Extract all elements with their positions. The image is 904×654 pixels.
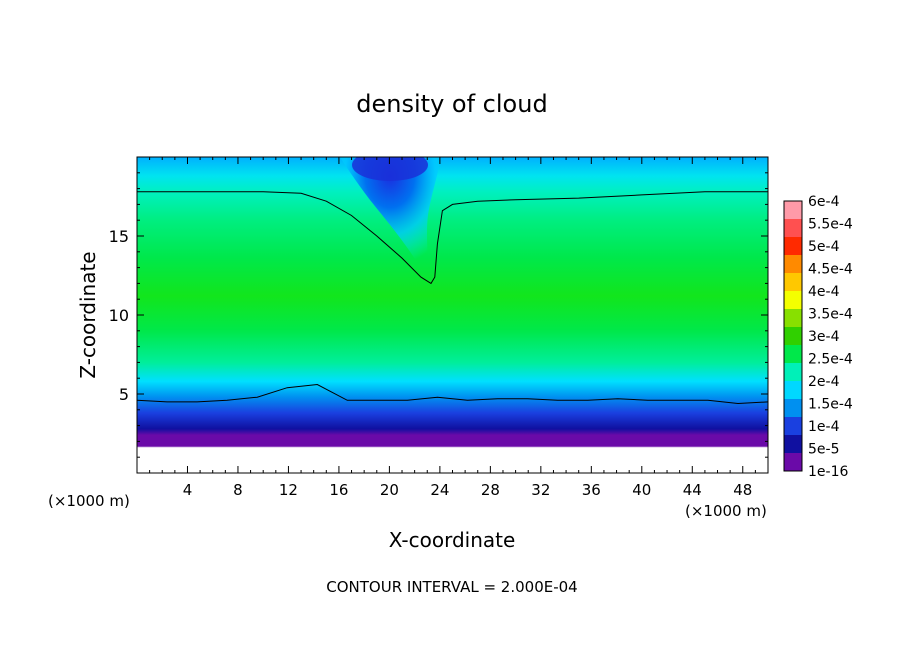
x-tick-label: 48 [733, 481, 752, 499]
x-tick-label: 28 [481, 481, 500, 499]
chart-title: density of cloud [356, 90, 547, 118]
x-unit-right: (×1000 m) [685, 502, 767, 520]
x-axis-label: X-coordinate [389, 528, 516, 552]
colorbar-swatch [784, 255, 802, 274]
colorbar-swatch [784, 309, 802, 328]
colorbar-swatch [784, 381, 802, 400]
x-tick-label: 24 [430, 481, 449, 499]
x-tick-label: 16 [329, 481, 348, 499]
lower-contour-group [137, 383, 768, 405]
colorbar-swatch [784, 435, 802, 454]
colorbar-label: 1.5e-4 [808, 397, 853, 413]
x-tick-label: 4 [183, 481, 193, 499]
plot-area [137, 157, 768, 473]
colorbar-label: 2.5e-4 [808, 352, 853, 368]
contour-interval: CONTOUR INTERVAL = 2.000E-04 [326, 578, 577, 596]
y-tick-label: 10 [109, 306, 129, 325]
colorbar-swatch [784, 291, 802, 310]
low-density-core [352, 157, 428, 181]
colorbar-swatch [784, 345, 802, 364]
colorbar-swatch [784, 399, 802, 418]
x-tick-label: 32 [531, 481, 550, 499]
y-tick-label: 5 [119, 385, 129, 404]
colorbar-swatch [784, 219, 802, 238]
y-axis: 5 10 15 [109, 172, 768, 458]
x-tick-label: 20 [380, 481, 399, 499]
colorbar-swatch [784, 201, 802, 220]
colorbar-label: 2e-4 [808, 374, 840, 390]
colorbar-label: 5.5e-4 [808, 217, 853, 233]
contour-line-upper [137, 191, 768, 285]
colorbar-swatch [784, 363, 802, 382]
colorbar-label: 4e-4 [808, 284, 840, 300]
colorbar-swatch [784, 417, 802, 436]
colorbar-frame [783, 200, 803, 472]
x-axis: 4 8 12 16 20 24 28 32 36 40 44 48 [149, 157, 756, 499]
colorbar-label: 6e-4 [808, 194, 840, 210]
colorbar-label: 5e-4 [808, 239, 840, 255]
colorbar-label: 3.5e-4 [808, 307, 853, 323]
colorbar-label: 4.5e-4 [808, 262, 853, 278]
x-tick-label: 44 [683, 481, 702, 499]
colorbar-label: 5e-5 [808, 442, 839, 458]
x-unit-left: (×1000 m) [48, 492, 130, 510]
colorbar-swatch [784, 327, 802, 346]
x-tick-label: 12 [279, 481, 298, 499]
upper-contour-group [137, 191, 768, 285]
density-field [137, 157, 768, 473]
contour-line-lower [137, 383, 768, 405]
y-axis-label: Z-coordinate [76, 251, 100, 378]
x-tick-label: 8 [233, 481, 243, 499]
x-tick-label: 36 [582, 481, 601, 499]
low-density-plume [340, 157, 440, 285]
colorbar-swatch [784, 453, 802, 472]
colorbar-swatch [784, 237, 802, 256]
colorbar-swatch [784, 273, 802, 292]
y-tick-label: 15 [109, 227, 129, 246]
colorbar-label: 1e-16 [808, 464, 848, 480]
colorbar: 6e-4 5.5e-4 5e-4 4.5e-4 4e-4 3.5e-4 3e-4 2.5e-4… [783, 194, 853, 480]
colorbar-label: 3e-4 [808, 329, 840, 345]
x-tick-label: 40 [632, 481, 651, 499]
colorbar-label: 1e-4 [808, 419, 840, 435]
